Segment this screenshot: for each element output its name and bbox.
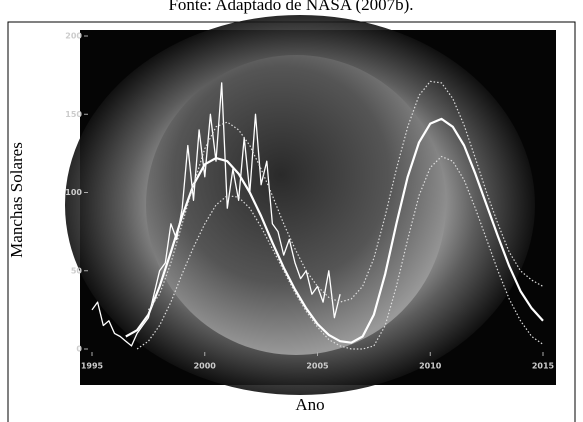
y-tick-label: 0 [76, 345, 82, 354]
x-tick-label: 2005 [306, 362, 329, 371]
x-tick-label: 1995 [81, 362, 104, 371]
x-tick-label: 2010 [419, 362, 442, 371]
y-tick-label: 150 [65, 110, 82, 119]
series-line [91, 82, 341, 347]
sun-disk [146, 55, 446, 355]
y-tick-label: 100 [65, 188, 82, 197]
x-tick-label: 2015 [532, 362, 555, 371]
y-axis-label: Manchas Solares [7, 142, 26, 258]
series-line [136, 155, 544, 350]
y-tick-label: 200 [65, 32, 82, 41]
x-tick-label: 2000 [194, 362, 217, 371]
caption: Fonte: Adaptado de NASA (2007b). [168, 0, 413, 14]
plot: 0 50 100 150 200 1995 2000 2005 2010 2015 [65, 32, 554, 371]
x-axis-label: Ano [295, 395, 324, 414]
series-line [125, 117, 544, 344]
y-tick-label: 50 [71, 266, 83, 275]
